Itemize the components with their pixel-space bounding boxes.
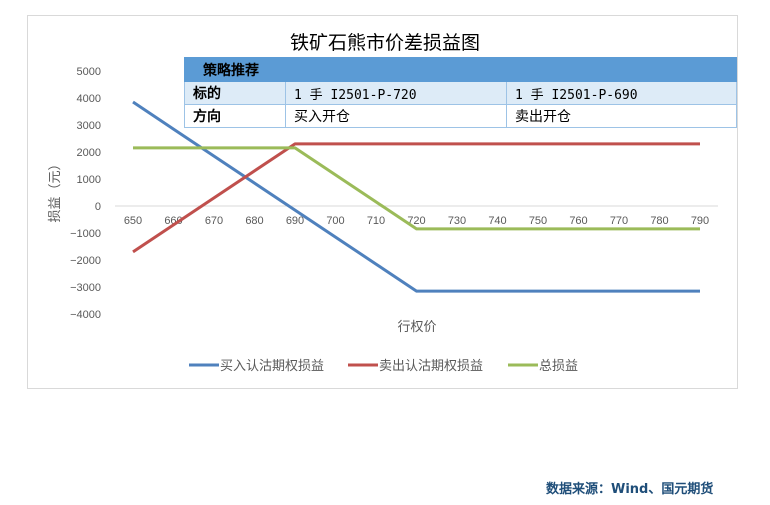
x-tick-label: 760 [569, 215, 587, 227]
series-line [132, 100, 700, 293]
x-tick-label: 750 [529, 215, 547, 227]
x-tick-label: 660 [164, 215, 182, 227]
chart-title: 铁矿石熊市价差损益图 [289, 32, 480, 54]
row-label: 方向 [184, 104, 286, 128]
y-tick-label: 0 [95, 201, 101, 213]
y-tick-label: 4000 [77, 93, 101, 105]
x-tick-label: 790 [691, 215, 709, 227]
table-row: 标的 1 手 I2501-P-720 1 手 I2501-P-690 [184, 81, 737, 105]
x-tick-label: 680 [245, 215, 263, 227]
y-tick-label: 5000 [77, 66, 101, 78]
y-tick-label: −2000 [70, 255, 101, 267]
y-tick-label: −3000 [70, 282, 101, 294]
y-axis-title: 损益（元） [48, 157, 63, 222]
x-tick-label: 690 [286, 215, 304, 227]
y-tick-label: −1000 [70, 228, 101, 240]
x-tick-label: 740 [488, 215, 506, 227]
x-tick-label: 650 [124, 215, 142, 227]
series-line [133, 146, 700, 231]
x-tick-label: 700 [326, 215, 344, 227]
y-tick-label: 2000 [77, 147, 101, 159]
y-tick-label: 3000 [77, 120, 101, 132]
x-tick-label: 730 [448, 215, 466, 227]
x-tick-label: 770 [610, 215, 628, 227]
table-header: 策略推荐 [184, 57, 737, 82]
x-tick-label: 780 [650, 215, 668, 227]
row-cell: 买入开仓 [285, 104, 507, 128]
x-tick-label: 710 [367, 215, 385, 227]
legend-label: 卖出认沽期权损益 [379, 358, 483, 374]
legend-label: 总损益 [539, 359, 578, 374]
x-tick-label: 670 [205, 215, 223, 227]
table-row: 方向 买入开仓 卖出开仓 [184, 104, 737, 128]
x-axis-title: 行权价 [397, 319, 436, 335]
row-label: 标的 [184, 81, 286, 105]
y-tick-label: −4000 [70, 309, 101, 321]
row-cell: 1 手 I2501-P-690 [506, 81, 737, 105]
legend-label: 买入认沽期权损益 [220, 358, 324, 374]
y-tick-label: 1000 [77, 174, 101, 186]
strategy-table: 策略推荐 标的 1 手 I2501-P-720 1 手 I2501-P-690 … [184, 57, 737, 128]
x-tick-label: 720 [407, 215, 425, 227]
row-cell: 卖出开仓 [506, 104, 737, 128]
row-cell: 1 手 I2501-P-720 [285, 81, 507, 105]
data-source: 数据来源：Wind、国元期货 [546, 482, 714, 497]
series-line [132, 142, 700, 254]
